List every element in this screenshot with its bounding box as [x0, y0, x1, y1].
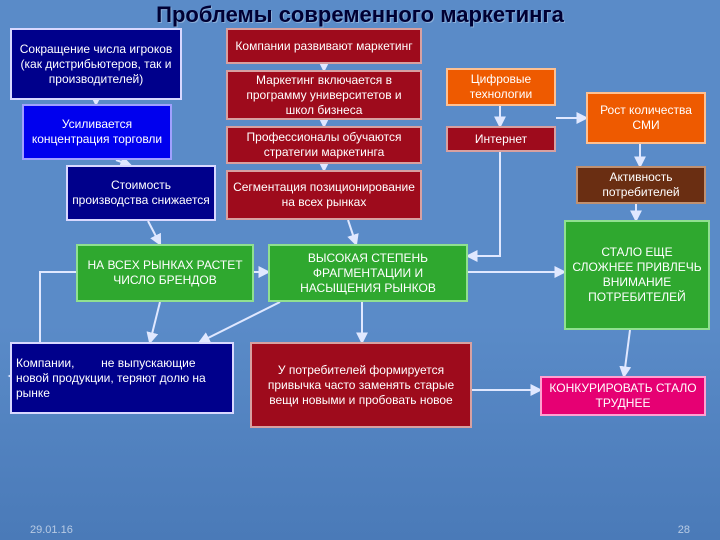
box-digital-tech: Цифровые технологии	[446, 68, 556, 106]
box-curricula: Маркетинг включается в программу универс…	[226, 70, 422, 120]
page-title: Проблемы современного маркетинга	[0, 2, 720, 28]
box-internet: Интернет	[446, 126, 556, 152]
footer-page: 28	[678, 524, 690, 536]
box-players-reduction: Сокращение числа игроков (как дистрибьют…	[10, 28, 182, 100]
box-media-growth: Рост количества СМИ	[586, 92, 706, 144]
box-compete-harder: КОНКУРИРОВАТЬ СТАЛО ТРУДНЕЕ	[540, 376, 706, 416]
box-pro-training: Профессионалы обучаются стратегии маркет…	[226, 126, 422, 164]
box-attention-harder: СТАЛО ЕЩЕ СЛОЖНЕЕ ПРИВЛЕЧЬ ВНИМАНИЕ ПОТР…	[564, 220, 710, 330]
box-segmentation: Сегментация позиционирование на всех рын…	[226, 170, 422, 220]
box-fragmentation: ВЫСОКАЯ СТЕПЕНЬ ФРАГМЕНТАЦИИ И НАСЫЩЕНИЯ…	[268, 244, 468, 302]
box-trade-concentration: Усиливается концентрация торговли	[22, 104, 172, 160]
box-companies-lose: Компании, не выпускающие новой продукции…	[10, 342, 234, 414]
box-companies-develop: Компании развивают маркетинг	[226, 28, 422, 64]
box-brands-grow: НА ВСЕХ РЫНКАХ РАСТЕТ ЧИСЛО БРЕНДОВ	[76, 244, 254, 302]
box-consumer-activity: Активность потребителей	[576, 166, 706, 204]
box-production-cost: Стоимость производства снижается	[66, 165, 216, 221]
footer-date: 29.01.16	[30, 524, 73, 536]
box-replace-habit: У потребителей формируется привычка част…	[250, 342, 472, 428]
